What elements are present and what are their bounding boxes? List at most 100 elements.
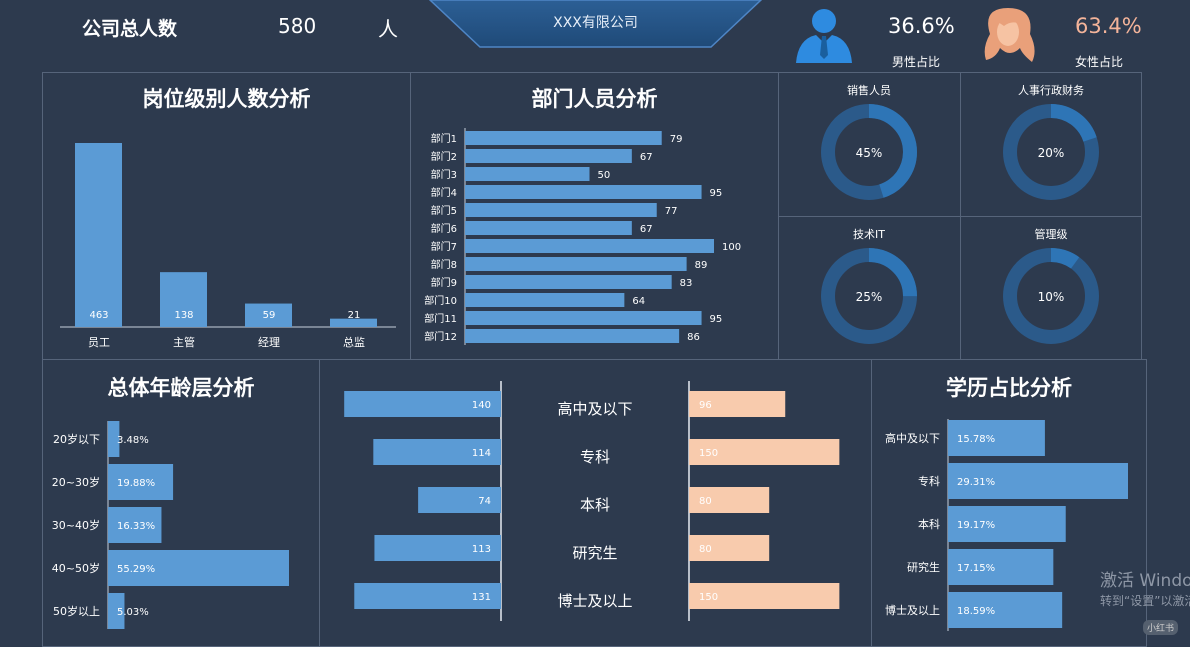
category-donut-charts: 销售人员 45% 人事行政财务 20% 技术IT 25% 管理级 10% bbox=[821, 83, 1099, 344]
butterfly-right-value: 80 bbox=[699, 544, 712, 555]
age-value-label: 19.88% bbox=[117, 478, 155, 489]
edu-category-label: 博士及以上 bbox=[885, 604, 940, 617]
dept-bar bbox=[465, 239, 714, 253]
level-category-label: 主管 bbox=[173, 335, 195, 349]
level-chart-title: 岗位级别人数分析 bbox=[142, 87, 311, 111]
donut-value-label: 45% bbox=[856, 146, 883, 160]
age-category-label: 20~30岁 bbox=[52, 475, 100, 489]
dept-category-label: 部门1 bbox=[431, 132, 457, 145]
activation-watermark-title: 激活 Windows bbox=[1100, 571, 1190, 591]
edu-chart-title: 学历占比分析 bbox=[946, 376, 1072, 400]
dept-value-label: 64 bbox=[632, 296, 645, 307]
age-category-label: 40~50岁 bbox=[52, 561, 100, 575]
total-employees-unit: 人 bbox=[378, 17, 398, 41]
dept-category-label: 部门5 bbox=[431, 204, 457, 217]
dept-bar bbox=[465, 275, 672, 289]
butterfly-right-bar bbox=[689, 583, 840, 609]
butterfly-category-label: 高中及以下 bbox=[557, 400, 632, 418]
donut-label: 人事行政财务 bbox=[1018, 83, 1084, 97]
butterfly-left-value: 131 bbox=[472, 592, 491, 603]
donut-label: 销售人员 bbox=[847, 83, 891, 97]
dept-category-label: 部门2 bbox=[431, 150, 457, 163]
edu-category-label: 高中及以下 bbox=[885, 431, 940, 445]
donut-value-label: 10% bbox=[1038, 290, 1065, 304]
female-percentage: 63.4% bbox=[1075, 14, 1142, 38]
level-category-label: 经理 bbox=[258, 336, 280, 349]
male-label: 男性占比 bbox=[892, 55, 941, 69]
dept-value-label: 67 bbox=[640, 152, 653, 163]
dept-chart-title: 部门人员分析 bbox=[531, 87, 658, 111]
male-percentage: 36.6% bbox=[888, 14, 955, 38]
dept-bar bbox=[465, 149, 632, 163]
donut-label: 管理级 bbox=[1035, 227, 1068, 241]
dept-bar bbox=[465, 257, 687, 271]
age-bar bbox=[108, 550, 289, 586]
butterfly-left-value: 113 bbox=[472, 544, 491, 555]
dept-category-label: 部门6 bbox=[431, 222, 457, 235]
level-bar bbox=[245, 303, 292, 327]
age-bar bbox=[108, 464, 174, 500]
total-employees-label: 公司总人数 bbox=[82, 18, 178, 40]
dept-value-label: 95 bbox=[710, 314, 723, 325]
butterfly-right-bar bbox=[689, 391, 786, 417]
dept-category-label: 部门7 bbox=[431, 240, 457, 253]
level-bar-chart: 463 员工 138 主管 59 经理 21 总监 bbox=[60, 143, 396, 349]
dept-bar bbox=[465, 131, 662, 145]
dept-value-label: 79 bbox=[670, 134, 683, 145]
butterfly-right-value: 150 bbox=[699, 592, 718, 603]
donut-value-label: 25% bbox=[856, 290, 883, 304]
butterfly-left-value: 114 bbox=[472, 448, 491, 459]
dept-category-label: 部门10 bbox=[424, 294, 457, 307]
level-category-label: 员工 bbox=[88, 336, 110, 349]
female-person-icon bbox=[984, 8, 1035, 62]
edu-bar bbox=[948, 506, 1066, 542]
edu-bar bbox=[948, 549, 1054, 585]
butterfly-left-bar bbox=[374, 535, 501, 561]
level-value-label: 138 bbox=[174, 310, 193, 321]
butterfly-right-value: 96 bbox=[699, 400, 712, 411]
donut-fill bbox=[1003, 104, 1099, 200]
edu-value-label: 15.78% bbox=[957, 434, 995, 445]
edu-value-label: 19.17% bbox=[957, 520, 995, 531]
butterfly-right-bar bbox=[689, 535, 770, 561]
dept-category-label: 部门9 bbox=[431, 276, 457, 289]
dept-category-label: 部门4 bbox=[431, 186, 457, 199]
dept-value-label: 95 bbox=[710, 188, 723, 199]
edu-category-label: 专科 bbox=[918, 474, 940, 488]
edu-value-label: 17.15% bbox=[957, 563, 995, 574]
edu-bar bbox=[948, 463, 1128, 499]
butterfly-left-bar bbox=[344, 391, 501, 417]
age-bar bbox=[108, 593, 125, 629]
butterfly-right-bar bbox=[689, 487, 770, 513]
butterfly-left-value: 140 bbox=[472, 400, 491, 411]
butterfly-category-label: 本科 bbox=[580, 496, 610, 514]
edu-bar bbox=[948, 592, 1063, 628]
donut-fill bbox=[821, 104, 917, 200]
dept-category-label: 部门3 bbox=[431, 168, 457, 181]
dept-bar bbox=[465, 203, 657, 217]
age-value-label: 55.29% bbox=[117, 564, 155, 575]
age-category-label: 30~40岁 bbox=[52, 518, 100, 532]
edu-bar bbox=[948, 420, 1045, 456]
dept-value-label: 50 bbox=[598, 170, 611, 181]
butterfly-category-label: 博士及以上 bbox=[557, 592, 632, 610]
level-category-label: 总监 bbox=[343, 335, 365, 349]
donut-divider-horizontal bbox=[778, 216, 1142, 217]
donut-value-label: 20% bbox=[1038, 146, 1065, 160]
dept-bar bbox=[465, 167, 590, 181]
edu-value-label: 18.59% bbox=[957, 606, 995, 617]
dept-bar bbox=[465, 221, 632, 235]
butterfly-right-value: 80 bbox=[699, 496, 712, 507]
dept-bar bbox=[465, 293, 625, 307]
dept-bar bbox=[465, 311, 702, 325]
butterfly-left-value: 74 bbox=[478, 496, 491, 507]
dept-value-label: 86 bbox=[687, 332, 700, 343]
dept-category-label: 部门12 bbox=[424, 330, 457, 343]
company-name: XXX有限公司 bbox=[553, 15, 638, 31]
dept-category-label: 部门8 bbox=[431, 258, 457, 271]
level-bar bbox=[330, 318, 377, 327]
company-banner bbox=[428, 0, 763, 48]
butterfly-left-bar bbox=[373, 439, 501, 465]
level-value-label: 21 bbox=[348, 310, 361, 321]
level-bar bbox=[75, 143, 122, 327]
